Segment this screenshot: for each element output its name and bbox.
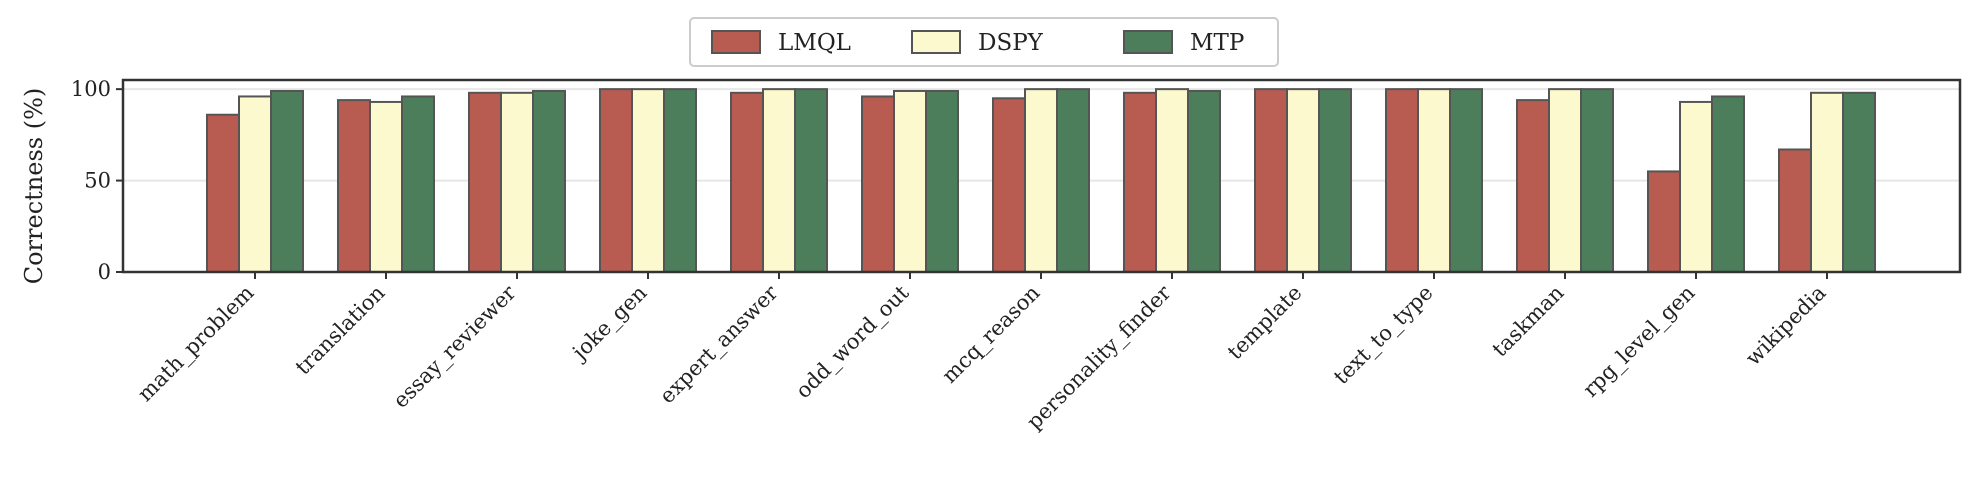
bar-lmql-essay-reviewer [468, 91, 502, 273]
bar-lmql-math-problem [206, 113, 240, 273]
x-tick-label-wikipedia: wikipedia [1741, 281, 1831, 371]
bar-lmql-translation [337, 99, 371, 273]
bar-mtp-text-to-type [1449, 88, 1483, 274]
y-axis-ticks: 0 50 100 [71, 77, 123, 284]
bar-mtp-rpg-level-gen [1711, 95, 1745, 274]
bar-lmql-template [1254, 88, 1288, 274]
bar-dspy-template [1286, 88, 1320, 274]
y-axis-label: Correctness (%) [20, 88, 48, 285]
bar-mtp-joke-gen [663, 88, 697, 274]
bar-mtp-odd-word-out [925, 89, 959, 273]
y-tick-label-2: 100 [71, 77, 111, 101]
bar-mtp-mcq-reason [1056, 88, 1090, 274]
x-tick-label-math-problem: math_problem [133, 281, 259, 407]
bar-mtp-wikipedia [1842, 91, 1876, 273]
bar-lmql-rpg-level-gen [1647, 170, 1681, 273]
bar-dspy-wikipedia [1810, 91, 1844, 273]
legend-label-mtp: MTP [1190, 30, 1244, 56]
y-tick-label-1: 50 [84, 169, 111, 193]
bar-dspy-taskman [1548, 88, 1582, 274]
legend-swatch-dspy [911, 30, 961, 54]
x-tick-label-personality-finder: personality_finder [1022, 280, 1176, 434]
x-tick-label-template: template [1223, 281, 1307, 365]
bar-lmql-text-to-type [1385, 88, 1419, 274]
x-tick-label-translation: translation [291, 281, 390, 380]
legend-swatch-mtp [1123, 30, 1173, 54]
x-tick-label-text-to-type: text_to_type [1329, 281, 1437, 389]
x-tick-label-mcq-reason: mcq_reason [937, 281, 1044, 388]
bar-dspy-joke-gen [631, 88, 665, 274]
bar-lmql-personality-finder [1123, 91, 1157, 273]
legend: LMQL DSPY MTP [689, 17, 1279, 67]
bar-mtp-essay-reviewer [532, 89, 566, 273]
bar-dspy-text-to-type [1417, 88, 1451, 274]
bar-dspy-rpg-level-gen [1679, 100, 1713, 273]
x-tick-label-expert-answer: expert_answer [655, 280, 783, 408]
x-tick-label-taskman: taskman [1488, 281, 1569, 362]
legend-swatch-lmql [711, 30, 761, 54]
x-tick-label-joke-gen: joke_gen [566, 281, 652, 367]
bar-mtp-template [1318, 88, 1352, 274]
x-tick-label-essay-reviewer: essay_reviewer [388, 280, 521, 413]
bar-mtp-math-problem [270, 89, 304, 273]
bar-lmql-wikipedia [1778, 148, 1812, 273]
bar-dspy-odd-word-out [893, 89, 927, 273]
bar-dspy-math-problem [238, 95, 272, 274]
bar-lmql-taskman [1516, 99, 1550, 273]
bar-dspy-essay-reviewer [500, 91, 534, 273]
x-tick-label-rpg-level-gen: rpg_level_gen [1578, 281, 1699, 402]
bar-lmql-expert-answer [730, 91, 764, 273]
bar-dspy-expert-answer [762, 88, 796, 274]
bars [206, 88, 1876, 274]
bar-dspy-personality-finder [1155, 88, 1189, 274]
bar-mtp-personality-finder [1187, 89, 1221, 273]
legend-label-dspy: DSPY [978, 30, 1044, 56]
y-tick-label-0: 0 [98, 260, 111, 284]
bar-lmql-odd-word-out [861, 95, 895, 274]
bar-lmql-joke-gen [599, 88, 633, 274]
x-tick-label-odd-word-out: odd_word_out [791, 280, 914, 403]
bar-mtp-translation [401, 95, 435, 274]
bar-dspy-mcq-reason [1024, 88, 1058, 274]
bar-lmql-mcq-reason [992, 97, 1026, 273]
bar-mtp-expert-answer [794, 88, 828, 274]
bar-dspy-translation [369, 100, 403, 273]
bar-mtp-taskman [1580, 88, 1614, 274]
legend-label-lmql: LMQL [778, 30, 851, 56]
